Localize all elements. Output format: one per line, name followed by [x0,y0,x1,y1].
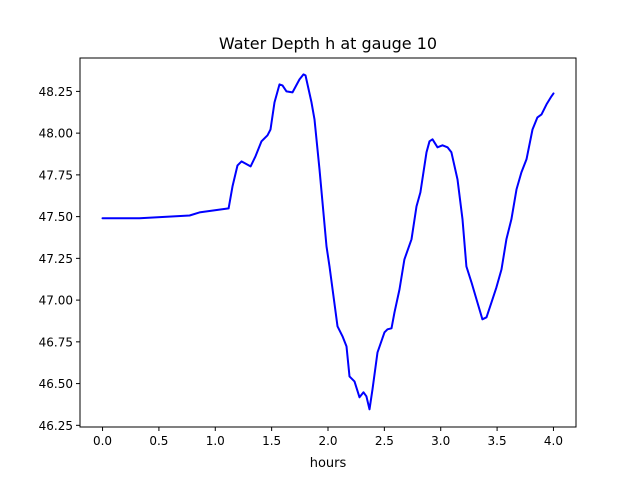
x-tick-label: 0.0 [93,434,112,448]
axes-frame [79,57,577,428]
y-tick-label: 48.00 [39,127,73,141]
x-tick-label: 3.5 [488,434,507,448]
x-tick-label: 4.0 [544,434,563,448]
y-tick-label: 47.50 [39,210,73,224]
series-line-h [101,73,555,411]
y-tick-label: 47.00 [39,294,73,308]
x-tick-label: 2.5 [375,434,394,448]
y-tick-label: 47.75 [39,168,73,182]
y-tick-label: 47.25 [39,252,73,266]
x-axis-ticks: 0.0 0.5 1.0 1.5 2.0 2.5 3.0 3.5 4.0 [93,427,563,448]
y-tick-label: 46.75 [39,335,73,349]
x-tick-label: 0.5 [149,434,168,448]
y-tick-label: 48.25 [39,85,73,99]
y-tick-label: 46.50 [39,377,73,391]
x-tick-label: 3.0 [431,434,450,448]
chart-title: Water Depth h at gauge 10 [219,34,437,53]
x-tick-label: 1.0 [206,434,225,448]
x-axis-label: hours [310,456,347,471]
x-tick-label: 2.0 [318,434,337,448]
y-axis-ticks: 46.25 46.50 46.75 47.00 47.25 47.50 47.75 48.00… [39,85,80,433]
x-tick-label: 1.5 [262,434,281,448]
y-tick-label: 46.25 [39,419,73,433]
